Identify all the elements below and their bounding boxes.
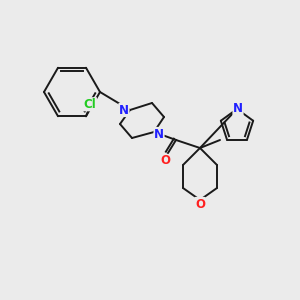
Text: N: N bbox=[119, 103, 129, 116]
Text: N: N bbox=[154, 128, 164, 140]
Text: O: O bbox=[160, 154, 170, 167]
Text: N: N bbox=[233, 103, 243, 116]
Text: O: O bbox=[195, 197, 205, 211]
Text: Cl: Cl bbox=[84, 98, 96, 111]
